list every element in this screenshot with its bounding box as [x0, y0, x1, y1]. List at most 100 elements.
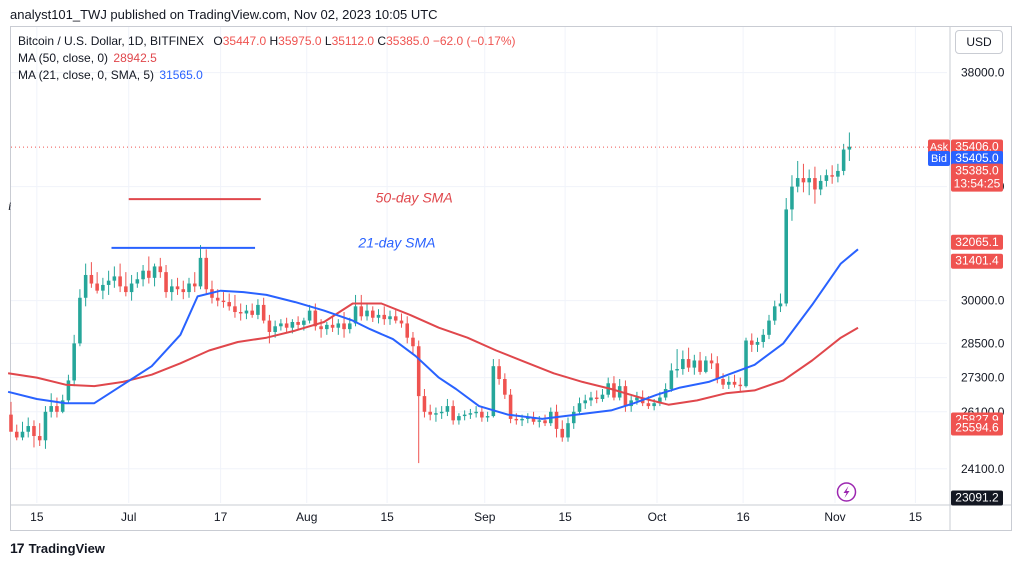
candle-body: [124, 286, 128, 293]
candle-body: [72, 343, 76, 381]
chart-legend: Bitcoin / U.S. Dollar, 1D, BITFINEX O354…: [18, 33, 516, 84]
candle-body: [503, 379, 507, 395]
candle-body: [589, 397, 593, 401]
candle-body: [233, 306, 237, 313]
y-tick-label: 27300.0: [961, 371, 1005, 385]
legend-low-value: 35112.0: [331, 34, 375, 48]
candle-body: [537, 420, 542, 422]
candle-body: [434, 413, 438, 415]
candle-body: [290, 322, 295, 328]
candle-body: [491, 366, 496, 417]
ma50-line: [7, 302, 859, 406]
candle-body: [141, 270, 145, 280]
candle-body: [330, 324, 335, 328]
candle-body: [365, 310, 369, 317]
candle-body: [388, 316, 392, 320]
candle-body: [445, 406, 450, 412]
x-tick-label: 15: [558, 510, 572, 524]
currency-button[interactable]: USD: [955, 30, 1003, 54]
x-tick-label: Aug: [296, 510, 317, 524]
chart-frame: [10, 26, 1012, 531]
candle-body: [795, 178, 800, 187]
candle-body: [686, 359, 691, 368]
price-label-text: 31401.4: [955, 254, 999, 268]
candle-body: [319, 326, 323, 330]
candle-body: [267, 320, 272, 332]
candle-body: [158, 266, 163, 273]
candle-body: [89, 274, 94, 284]
lightning-glyph: [843, 486, 850, 498]
x-tick-label: 17: [214, 510, 228, 524]
candle-body: [727, 381, 731, 385]
candle-body: [681, 359, 685, 370]
candle-body: [273, 326, 277, 332]
candle-body: [416, 346, 421, 397]
annotation-label: 50-day SMA: [376, 190, 453, 206]
price-label-text: 35385.0: [955, 164, 999, 178]
candle-body: [847, 146, 852, 150]
candle-body: [531, 417, 536, 422]
x-tick-label: 15: [30, 510, 44, 524]
candle-body: [9, 414, 13, 432]
countdown-text: 13:54:25: [954, 177, 1001, 191]
candle-body: [824, 175, 829, 181]
candle-body: [709, 360, 714, 364]
candle-body: [221, 300, 226, 303]
candle-body: [106, 280, 111, 285]
y-tick-label: 30000.0: [961, 294, 1005, 308]
candle-body: [348, 323, 352, 330]
price-label: [951, 234, 1003, 250]
candle-body: [836, 170, 840, 177]
candle-body: [439, 411, 444, 414]
candle-body: [485, 416, 490, 418]
candle-body: [841, 149, 846, 171]
candle-body: [566, 423, 570, 438]
x-tick-label: Sep: [474, 510, 496, 524]
price-label: [951, 490, 1003, 506]
publish-header: analyst101_TWJ published on TradingView.…: [10, 7, 438, 22]
tradingview-logo-icon: 17: [10, 540, 25, 556]
candle-body: [66, 380, 71, 401]
candle-body: [370, 310, 375, 318]
legend-ma21-label: MA (21, close, 0, SMA, 5): [18, 68, 155, 82]
candle-body: [279, 323, 283, 327]
candle-body: [583, 400, 588, 404]
legend-change: −62.0 (−0.17%): [432, 34, 516, 48]
candle-body: [393, 316, 398, 321]
candle-body: [227, 302, 231, 307]
candle-body: [468, 413, 473, 415]
legend-high-value: 35975.0: [278, 34, 322, 48]
legend-ma50-value: 28942.5: [113, 51, 157, 65]
ma21-line: [7, 248, 859, 420]
candle-body: [749, 340, 754, 345]
candle-body: [14, 431, 19, 438]
x-tick-label: 15: [380, 510, 394, 524]
candle-body: [250, 310, 254, 315]
y-tick-label: 24100.0: [961, 462, 1005, 476]
legend-open-key: O: [213, 34, 223, 48]
footer-brand-text: TradingView: [28, 540, 105, 556]
price-label: [951, 420, 1003, 436]
candle-body: [198, 257, 203, 287]
candle-body: [170, 286, 174, 293]
legend-low-key: L: [324, 34, 332, 48]
candle-body: [635, 397, 639, 401]
candle-body: [474, 411, 478, 414]
candle-body: [359, 306, 364, 317]
candle-body: [669, 370, 674, 389]
candle-body: [761, 334, 766, 342]
candle-body: [175, 286, 180, 290]
event-lightning-icon[interactable]: [836, 482, 857, 502]
x-tick-label: Nov: [824, 510, 845, 524]
candle-body: [704, 360, 708, 372]
candle-body: [296, 322, 300, 325]
price-label: [951, 163, 1003, 192]
candle-body: [543, 420, 547, 424]
candle-body: [755, 341, 760, 345]
candle-body: [623, 386, 628, 407]
price-label-text: 25594.6: [955, 420, 999, 434]
candle-body: [55, 406, 59, 412]
candle-body: [353, 306, 358, 324]
candle-body: [112, 276, 117, 281]
